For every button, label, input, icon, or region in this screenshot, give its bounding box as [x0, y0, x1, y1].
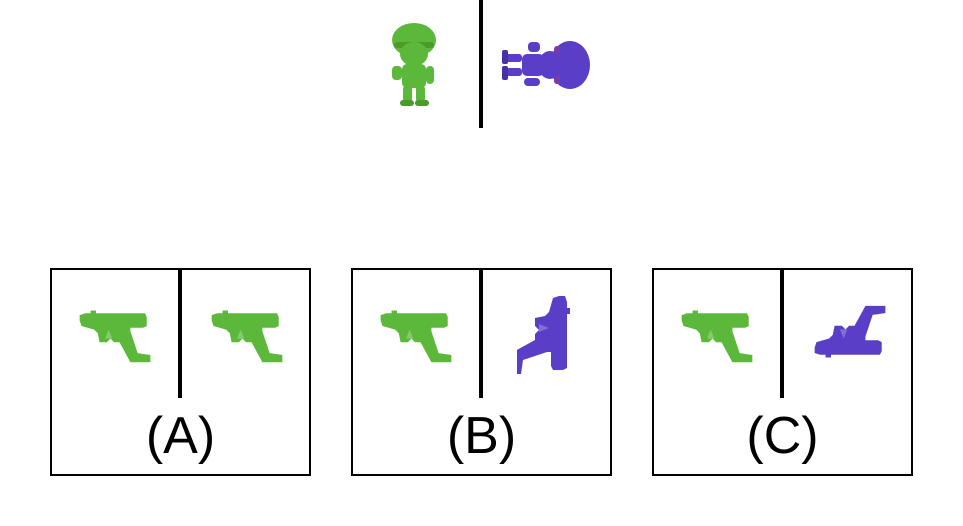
- purple-pistol-rotated-icon: [517, 296, 570, 374]
- option-a-panel[interactable]: (A): [50, 268, 311, 476]
- option-c-label: (C): [746, 407, 819, 465]
- option-a-label: (A): [145, 407, 216, 465]
- option-b-panel[interactable]: (B): [351, 268, 612, 476]
- option-b-label: (B): [446, 407, 517, 465]
- top-divider: [479, 0, 483, 128]
- option-c-divider: [780, 270, 784, 398]
- green-pistol-icon: [380, 310, 452, 363]
- green-soldier-figure-icon: [392, 23, 436, 106]
- purple-soldier-figure-rotated-icon: [502, 41, 590, 89]
- option-c-panel[interactable]: (C): [652, 268, 913, 476]
- option-a-divider: [178, 270, 182, 398]
- green-pistol-icon: [79, 310, 151, 363]
- green-pistol-icon: [681, 310, 753, 363]
- green-pistol-icon: [211, 310, 283, 363]
- option-b-divider: [479, 270, 483, 398]
- purple-pistol-flipped-icon: [814, 305, 886, 358]
